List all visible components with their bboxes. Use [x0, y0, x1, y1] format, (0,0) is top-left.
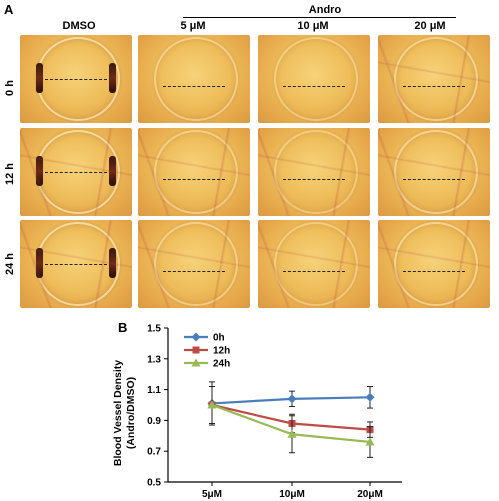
- ring-clip-left: [36, 63, 43, 94]
- egg-photo: [20, 220, 132, 308]
- data-point-24h: [287, 429, 297, 438]
- legend-marker-0h: [191, 332, 201, 342]
- x-tick-label: 20μM: [357, 489, 383, 500]
- legend-marker-24h: [191, 358, 201, 367]
- panel-a-letter: A: [4, 2, 14, 17]
- legend-label-12h: 12h: [213, 346, 230, 357]
- y-tick-label: 0.9: [147, 416, 161, 427]
- column-label-dmso: DMSO: [62, 20, 96, 32]
- andro-group-label: Andro: [308, 4, 342, 16]
- measurement-line: [282, 86, 346, 88]
- legend-label-0h: 0h: [213, 333, 225, 344]
- ring-clip-right: [109, 63, 116, 94]
- column-label-20um: 20 μM: [414, 20, 446, 32]
- y-tick-label: 1.5: [147, 324, 161, 335]
- egg-photo: [258, 220, 370, 308]
- egg-photo: [378, 128, 490, 216]
- andro-group-line: [183, 17, 456, 18]
- measurement-line: [162, 86, 226, 88]
- measurement-line: [44, 79, 108, 80]
- panel-b-letter: B: [118, 320, 128, 335]
- silicone-ring: [274, 37, 358, 122]
- y-tick-label: 0.5: [147, 478, 161, 489]
- legend-marker-12h: [192, 346, 200, 354]
- data-point-0h: [365, 392, 375, 402]
- egg-photo: [378, 220, 490, 308]
- y-tick-label: 0.7: [147, 447, 161, 458]
- egg-photo: [20, 35, 132, 123]
- egg-photo: [138, 220, 250, 308]
- y-tick-label: 1.1: [147, 385, 161, 396]
- x-tick-label: 5μM: [202, 489, 222, 500]
- egg-photo: [258, 35, 370, 123]
- column-label-5um: 5 μM: [180, 20, 206, 32]
- legend-label-24h: 24h: [213, 359, 230, 370]
- data-point-0h: [287, 394, 297, 404]
- egg-photo: [378, 35, 490, 123]
- y-tick-label: 1.3: [147, 354, 161, 365]
- x-tick-label: 10μM: [279, 489, 305, 500]
- data-point-24h: [207, 400, 217, 409]
- data-point-24h: [365, 437, 375, 446]
- column-label-10um: 10 μM: [297, 20, 329, 32]
- egg-photo: [138, 35, 250, 123]
- silicone-ring: [154, 37, 238, 122]
- egg-photo: [258, 128, 370, 216]
- egg-photo: [138, 128, 250, 216]
- egg-photo: [20, 128, 132, 216]
